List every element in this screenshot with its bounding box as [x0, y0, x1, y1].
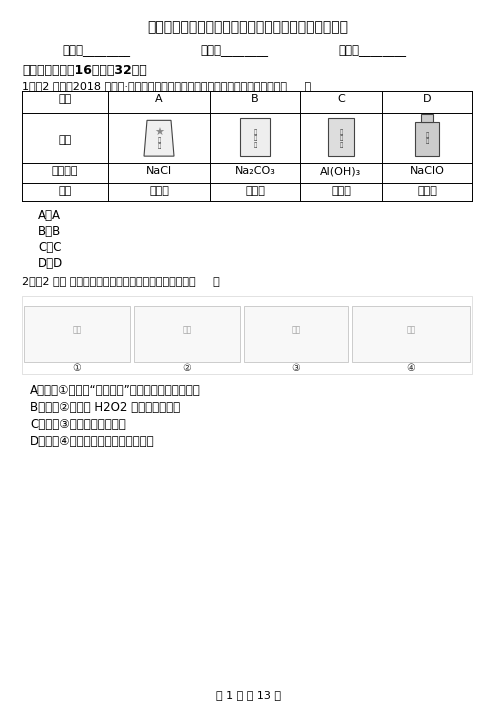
Text: 发酵粉: 发酵粉 [245, 186, 265, 196]
Text: 选项: 选项 [59, 95, 71, 105]
Text: D: D [423, 95, 431, 105]
Bar [415, 122, 439, 156]
Text: C．装置③可用于氯气的收集: C．装置③可用于氯气的收集 [30, 418, 126, 431]
Text: 有效成分: 有效成分 [52, 166, 78, 176]
Bar [134, 306, 240, 362]
Text: ★: ★ [154, 128, 164, 138]
Bar [24, 306, 130, 362]
Text: D．D: D．D [38, 257, 63, 270]
Text: 装置: 装置 [291, 326, 301, 335]
Text: 1．（2 分）（2018 高一上·红桥期末）下列用品的有效成分及用途对应错误的是（     ）: 1．（2 分）（2018 高一上·红桥期末）下列用品的有效成分及用途对应错误的是… [22, 81, 311, 91]
Text: 第 1 页 共 13 页: 第 1 页 共 13 页 [215, 690, 281, 700]
Text: 班级：________: 班级：________ [200, 44, 268, 57]
Text: ②: ② [183, 363, 191, 373]
Text: NaCl: NaCl [146, 166, 172, 176]
Text: 装置: 装置 [72, 326, 82, 335]
Text: 用途: 用途 [59, 186, 71, 196]
Bar [352, 306, 470, 362]
Text: 一、选择题（入16题；入32分）: 一、选择题（入16题；入32分） [22, 64, 147, 77]
Text: A: A [155, 95, 163, 105]
Text: ④: ④ [407, 363, 415, 373]
Text: 用品: 用品 [59, 135, 71, 145]
Text: NaClO: NaClO [410, 166, 444, 176]
Text: 装置: 装置 [406, 326, 416, 335]
Text: 2．（2 分） 下列装置及相应操作能达到实验目的的是（     ）: 2．（2 分） 下列装置及相应操作能达到实验目的的是（ ） [22, 277, 220, 286]
Text: 食
盐: 食 盐 [157, 137, 161, 150]
Text: ③: ③ [292, 363, 301, 373]
Text: Na₂CO₃: Na₂CO₃ [235, 166, 275, 176]
Text: 抗酸药: 抗酸药 [331, 186, 351, 196]
Text: 成绩：________: 成绩：________ [338, 44, 406, 57]
Bar [244, 306, 348, 362]
Text: B．B: B．B [38, 225, 61, 238]
Text: D．装置④可用于实验室制取乙酸乙酯: D．装置④可用于实验室制取乙酸乙酯 [30, 435, 155, 448]
Text: C: C [337, 95, 345, 105]
Text: 消
毒: 消 毒 [426, 132, 429, 145]
Text: Al(OH)₃: Al(OH)₃ [320, 166, 362, 176]
Bar [22, 296, 472, 374]
Text: 消毒剂: 消毒剂 [417, 186, 437, 196]
Text: A．装置①可用于“海带提祉”实验中将海带灸烧成灰: A．装置①可用于“海带提祉”实验中将海带灸烧成灰 [30, 384, 201, 397]
Bar [421, 114, 433, 122]
Text: B: B [251, 95, 259, 105]
Text: C．C: C．C [38, 241, 62, 253]
Text: ①: ① [72, 363, 81, 373]
Text: 河北省高二下学期第一次月考化学试卷（重点励志班）: 河北省高二下学期第一次月考化学试卷（重点励志班） [147, 20, 349, 34]
Text: 调味品: 调味品 [149, 186, 169, 196]
Text: B．装置②可用于 H2O2 分解速率的测定: B．装置②可用于 H2O2 分解速率的测定 [30, 401, 180, 413]
Bar [328, 119, 354, 156]
Text: A．A: A．A [38, 209, 61, 222]
Polygon shape [144, 120, 174, 156]
Text: 胃
舒
平: 胃 舒 平 [339, 129, 343, 147]
Text: 小
苏
打: 小 苏 打 [253, 129, 256, 147]
Bar [240, 119, 270, 156]
Text: 姓名：________: 姓名：________ [62, 44, 130, 57]
Text: 装置: 装置 [183, 326, 191, 335]
